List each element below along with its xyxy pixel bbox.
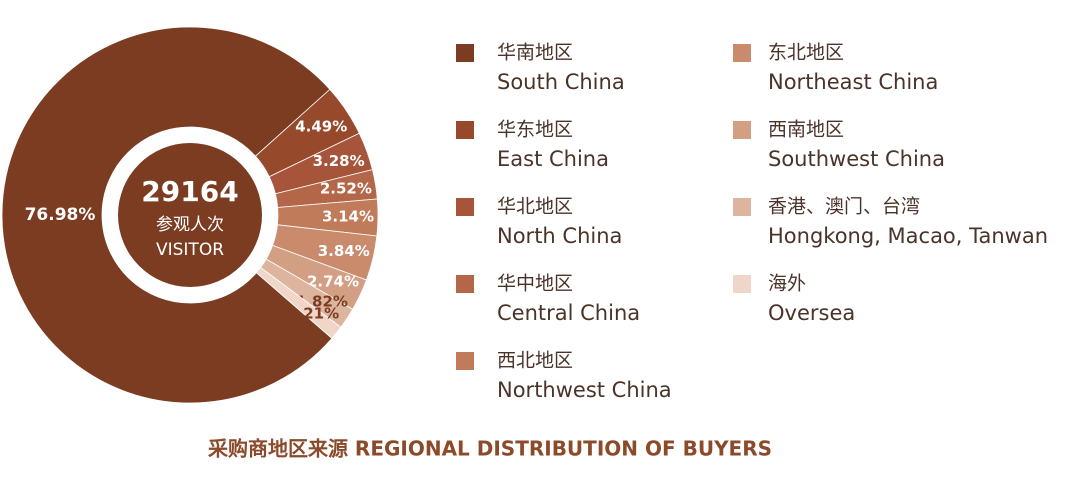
legend-label: 海外 <box>768 273 806 295</box>
legend-swatch <box>733 121 751 139</box>
legend-swatch <box>733 275 751 293</box>
value-label: 2.52% <box>320 180 372 198</box>
legend-swatch <box>456 44 474 62</box>
legend-label: 西南地区 <box>768 119 844 141</box>
legend-label-en: Southwest China <box>768 147 945 171</box>
legend-label: 香港、澳门、台湾 <box>768 196 920 218</box>
legend-label-en: North China <box>497 224 622 248</box>
legend-label: 华东地区 <box>497 119 573 141</box>
legend-swatch <box>733 44 751 62</box>
legend-swatch <box>456 121 474 139</box>
legend-label-en: Oversea <box>768 301 855 325</box>
center-value: 29164 <box>141 175 238 208</box>
slice <box>255 266 342 339</box>
legend-label-en: Northwest China <box>497 378 672 402</box>
legend-swatch <box>456 352 474 370</box>
center-text: VISITOR <box>156 240 224 260</box>
legend-label-en: Central China <box>497 301 640 325</box>
center-disk <box>118 143 262 287</box>
value-label: 3.84% <box>318 242 370 260</box>
center-text: 参观人次 <box>156 215 224 235</box>
value-label: 3.28% <box>313 152 365 170</box>
legend-label-en: Northeast China <box>768 70 938 94</box>
caption: 采购商地区来源 REGIONAL DISTRIBUTION OF BUYERS <box>208 437 772 461</box>
value-label: 3.14% <box>322 208 374 226</box>
legend-label-en: Hongkong, Macao, Tanwan <box>768 224 1048 248</box>
legend-label: 华中地区 <box>497 273 573 295</box>
slice <box>1 26 333 404</box>
legend-swatch <box>456 198 474 216</box>
legend-label: 西北地区 <box>497 350 573 372</box>
value-label: 2.74% <box>307 273 359 291</box>
legend-label: 东北地区 <box>768 42 844 64</box>
value-label: 4.49% <box>295 117 347 135</box>
legend-label-en: South China <box>497 70 625 94</box>
legend-label: 华北地区 <box>497 196 573 218</box>
legend-swatch <box>733 198 751 216</box>
legend-label: 华南地区 <box>497 42 573 64</box>
legend-label-en: East China <box>497 147 609 171</box>
legend-swatch <box>456 275 474 293</box>
value-label: 76.98% <box>25 205 96 225</box>
value-label: 1.21% <box>287 305 339 323</box>
